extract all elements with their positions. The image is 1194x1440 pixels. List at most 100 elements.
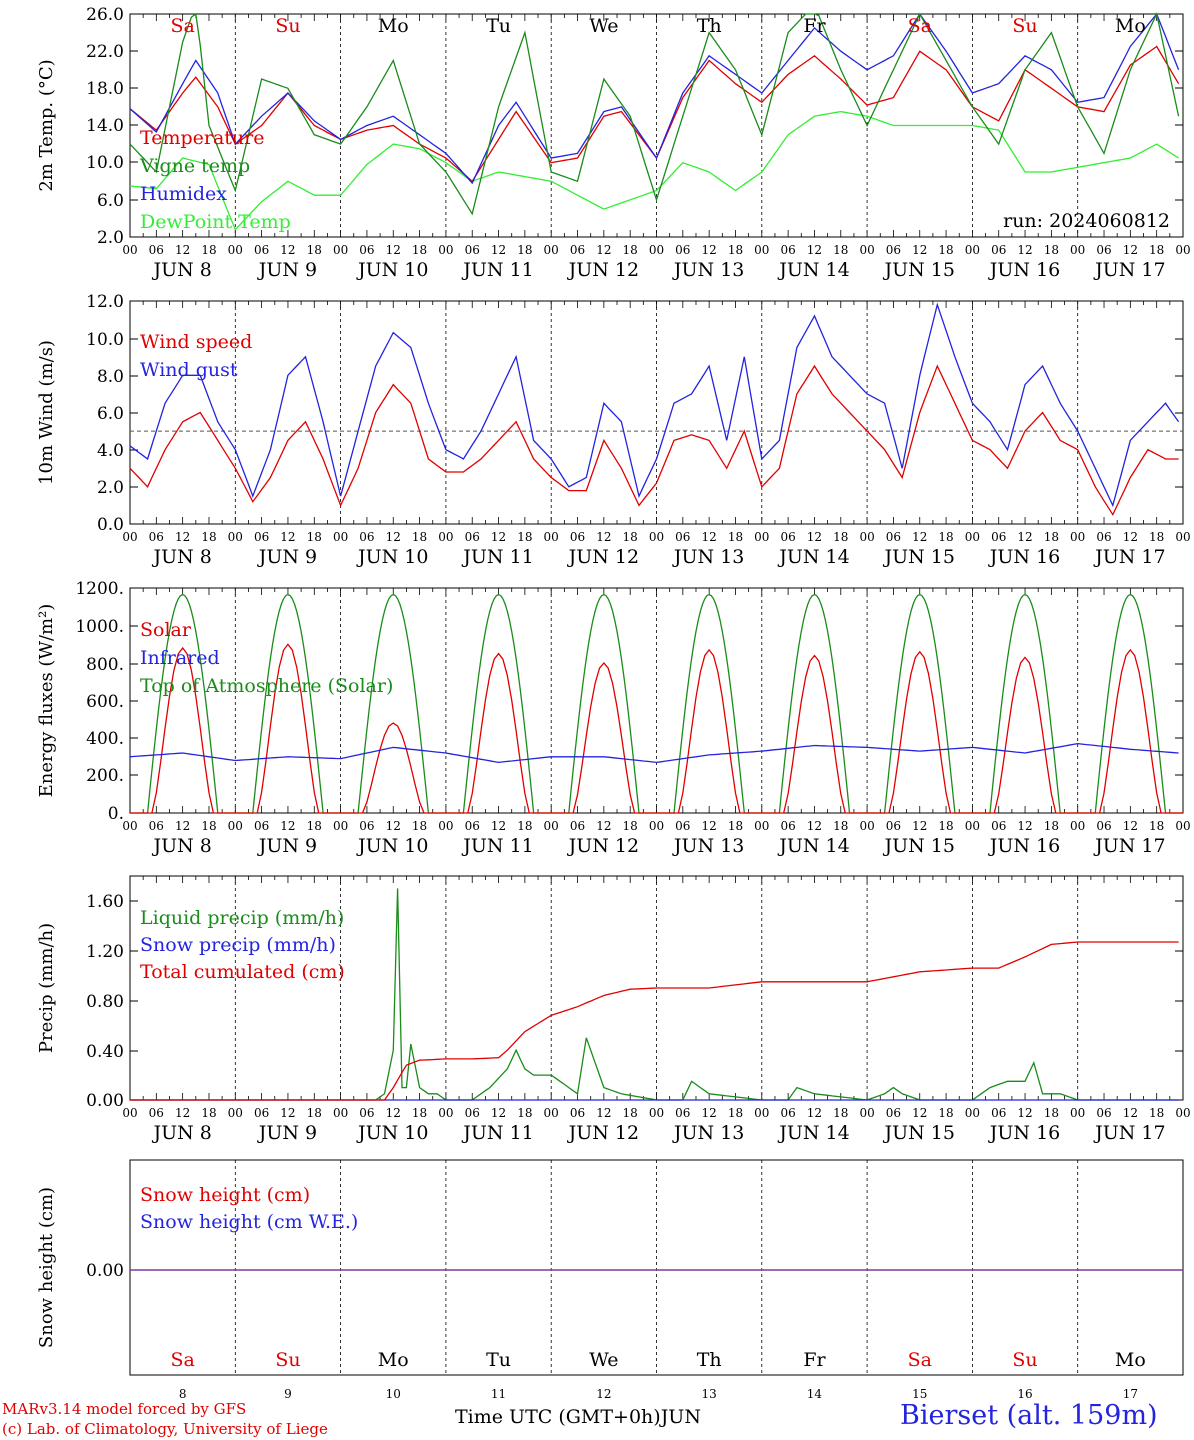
hour-tick-label: 12 [175,530,190,544]
y-tick-label: 26.0 [86,5,124,25]
legend-entry: Liquid precip (mm/h) [140,907,344,929]
hour-tick-label: 06 [465,819,480,833]
weekday-label: Su [275,15,300,37]
weekday-label: Mo [1115,1349,1146,1371]
hour-tick-label: 12 [1123,1106,1138,1120]
hour-tick-label: 18 [833,530,848,544]
y-axis-label: 2m Temp. (°C) [36,59,57,191]
weekday-label: We [589,1349,618,1371]
hour-tick-label: 06 [675,530,690,544]
series-line-temperature [129,45,1180,183]
hour-tick-label: 06 [675,819,690,833]
date-label: JUN 14 [777,1122,849,1144]
hour-tick-label: 06 [359,1106,374,1120]
day-number-label: 13 [702,1387,717,1401]
weekday-label: Su [1012,1349,1037,1371]
y-tick-label: 6.0 [97,404,124,424]
hour-tick-label: 12 [175,819,190,833]
hour-tick-label: 18 [517,1106,532,1120]
hour-tick-label: 18 [307,819,322,833]
date-label: JUN 10 [356,546,428,568]
y-tick-label: 18.0 [86,79,124,99]
hour-tick-label: 06 [149,530,164,544]
hour-tick-label: 18 [938,530,953,544]
hour-tick-label: 18 [1149,1106,1164,1120]
hour-tick-label: 18 [623,819,638,833]
hour-tick-label: 00 [649,1106,664,1120]
hour-tick-label: 12 [1017,819,1032,833]
y-tick-label: 2.0 [97,228,124,248]
legend-entry: Temperature [140,127,264,149]
hour-tick-label: 18 [307,243,322,257]
hour-tick-label: 06 [359,243,374,257]
hour-tick-label: 00 [333,243,348,257]
y-tick-label: 600. [86,692,124,712]
date-label: JUN 8 [151,546,211,568]
hour-tick-label: 12 [702,819,717,833]
hour-tick-label: 06 [1096,819,1111,833]
panel-frame [129,13,1184,238]
hour-tick-label: 18 [412,243,427,257]
date-label: JUN 17 [1093,259,1165,281]
hour-tick-label: 00 [1175,243,1190,257]
date-label: JUN 9 [257,835,317,857]
hour-tick-label: 18 [412,530,427,544]
hour-tick-label: 18 [728,819,743,833]
hour-tick-label: 18 [412,819,427,833]
date-label: JUN 16 [988,1122,1060,1144]
hour-tick-label: 00 [965,530,980,544]
date-label: JUN 12 [567,259,639,281]
date-label: JUN 16 [988,259,1060,281]
day-number-label: 8 [179,1387,187,1401]
hour-tick-label: 06 [570,1106,585,1120]
hour-tick-label: 06 [570,530,585,544]
legend-entry: Infrared [140,647,220,669]
hour-tick-label: 06 [254,819,269,833]
date-label: JUN 11 [461,1122,533,1144]
legend-entry: Total cumulated (cm) [140,961,345,983]
date-label: JUN 10 [356,835,428,857]
hour-tick-label: 12 [491,243,506,257]
hour-tick-label: 12 [1017,1106,1032,1120]
y-tick-label: 10.0 [86,153,124,173]
y-axis-label: Energy fluxes (W/m²) [36,604,57,798]
hour-tick-label: 06 [886,243,901,257]
hour-tick-label: 06 [465,243,480,257]
date-label: JUN 13 [672,546,744,568]
date-label: JUN 16 [988,546,1060,568]
hour-tick-label: 06 [886,530,901,544]
legend-entry: Wind gust [140,359,238,381]
weekday-label: Tu [486,1349,511,1371]
hour-tick-label: 00 [333,530,348,544]
date-label: JUN 13 [672,1122,744,1144]
hour-tick-label: 06 [780,1106,795,1120]
hour-tick-label: 00 [544,243,559,257]
day-number-label: 11 [491,1387,506,1401]
series-line-wind-gust [129,302,1180,508]
hour-tick-label: 18 [938,819,953,833]
weekday-label: We [589,15,618,37]
y-tick-label: 1200. [75,579,124,599]
hour-tick-label: 06 [675,1106,690,1120]
hour-tick-label: 12 [491,819,506,833]
legend-entry: Humidex [140,183,227,205]
hour-tick-label: 12 [807,243,822,257]
hour-tick-label: 18 [1044,243,1059,257]
run-label: run: 2024060812 [1003,210,1170,232]
date-label: JUN 11 [461,835,533,857]
hour-tick-label: 06 [780,243,795,257]
hour-tick-label: 00 [754,530,769,544]
hour-tick-label: 18 [833,1106,848,1120]
series-line-infrared [129,742,1179,764]
hour-tick-label: 12 [1123,819,1138,833]
hour-tick-label: 12 [912,243,927,257]
hour-tick-label: 00 [1175,1106,1190,1120]
hour-tick-label: 18 [201,1106,216,1120]
date-label: JUN 12 [567,546,639,568]
hour-tick-label: 00 [228,243,243,257]
hour-tick-label: 12 [912,819,927,833]
day-number-label: 15 [912,1387,927,1401]
hour-tick-label: 00 [754,1106,769,1120]
legend-entry: Snow height (cm W.E.) [140,1211,358,1233]
hour-tick-label: 00 [859,243,874,257]
